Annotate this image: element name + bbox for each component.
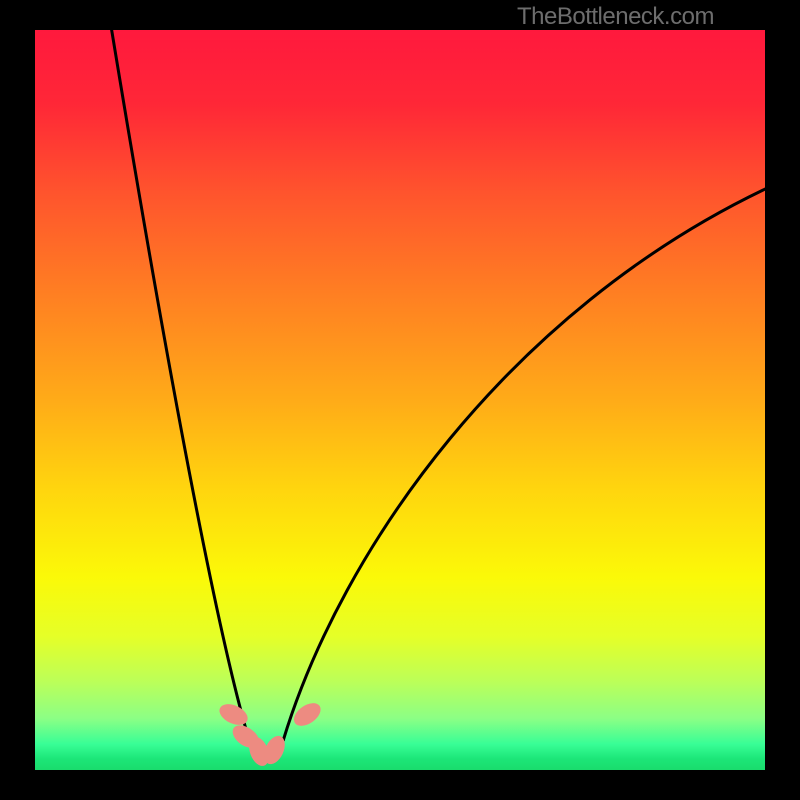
chart-svg [35,30,765,770]
plot-area [35,30,765,770]
gradient-background [35,30,765,770]
watermark-text: TheBottleneck.com [517,3,714,31]
